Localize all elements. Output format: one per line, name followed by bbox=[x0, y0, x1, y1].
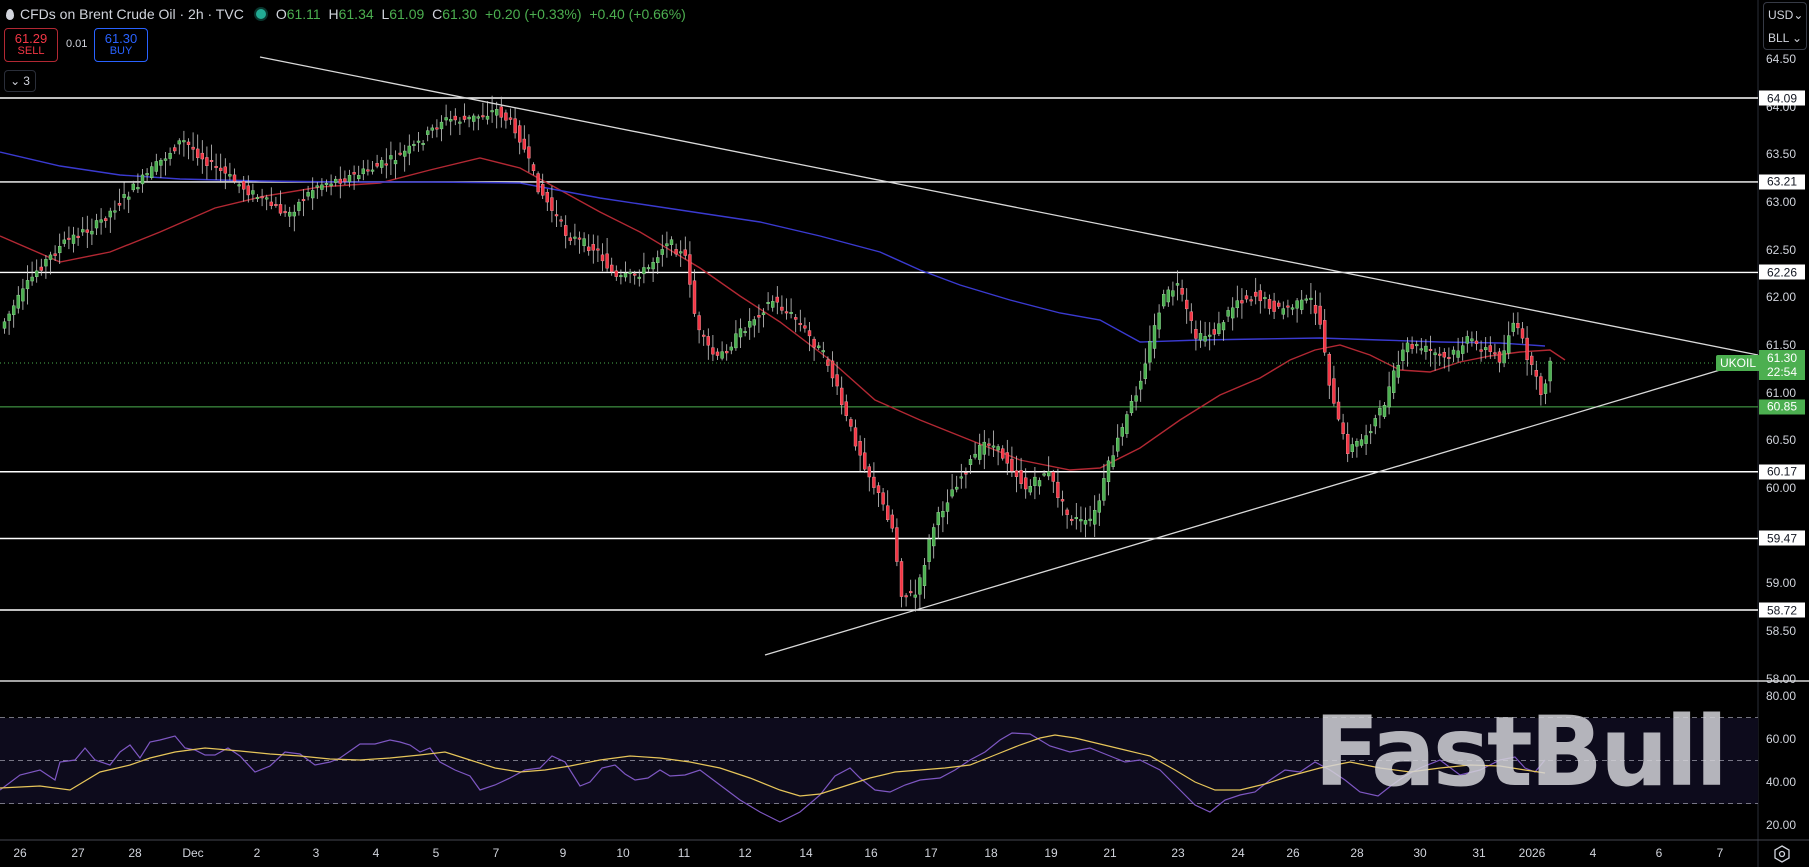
price-tick: 63.50 bbox=[1766, 147, 1797, 162]
level-price-tag: 60.17 bbox=[1759, 464, 1805, 480]
time-tick: 19 bbox=[1044, 846, 1058, 860]
time-tick: 2 bbox=[253, 846, 261, 860]
level-price-tag: 64.09 bbox=[1759, 90, 1805, 106]
level-price-tag: 60.85 bbox=[1759, 399, 1805, 415]
time-tick: 17 bbox=[924, 846, 938, 860]
ohlc-values: O61.11 H61.34 L61.09 C61.30 +0.20 (+0.33… bbox=[275, 6, 686, 22]
trendlines[interactable] bbox=[259, 56, 1759, 656]
buy-button[interactable]: 61.30 BUY bbox=[94, 28, 148, 62]
time-tick: 16 bbox=[864, 846, 878, 860]
time-tick: 21 bbox=[1103, 846, 1117, 860]
moving-averages bbox=[0, 151, 1566, 471]
time-tick: 23 bbox=[1171, 846, 1185, 860]
price-tick: 60.00 bbox=[1766, 480, 1797, 495]
rsi-tick: 80.00 bbox=[1766, 689, 1797, 703]
ascending-support-trendline[interactable] bbox=[764, 369, 1721, 656]
time-tick: 2026 bbox=[1518, 846, 1546, 860]
time-tick: 26 bbox=[1286, 846, 1300, 860]
unit-select[interactable]: BLL ⌄ bbox=[1768, 30, 1802, 45]
rsi-band-fill bbox=[0, 718, 1758, 804]
time-tick: 24 bbox=[1231, 846, 1245, 860]
ma-slow-line bbox=[0, 151, 1546, 347]
time-tick: 27 bbox=[71, 846, 85, 860]
oil-drop-icon bbox=[6, 8, 14, 20]
sell-button[interactable]: 61.29 SELL bbox=[4, 28, 58, 62]
time-tick: 31 bbox=[1472, 846, 1486, 860]
time-tick: 30 bbox=[1413, 846, 1427, 860]
chevron-down-icon: ⌄ bbox=[1793, 7, 1804, 22]
watermark-logo: FastBull bbox=[1314, 696, 1728, 808]
descending-resistance-trendline[interactable] bbox=[259, 56, 1759, 356]
unit-selector[interactable]: USD ⌄ BLL ⌄ bbox=[1763, 2, 1807, 50]
time-tick: Dec bbox=[182, 846, 204, 860]
indicators-collapse-button[interactable]: ⌄ 3 bbox=[4, 70, 36, 92]
chevron-down-icon: ⌄ bbox=[10, 74, 21, 88]
price-tick: 63.00 bbox=[1766, 194, 1797, 209]
ma-fast-line bbox=[0, 157, 1566, 471]
time-tick: 28 bbox=[1350, 846, 1364, 860]
chart-header: CFDs on Brent Crude Oil · 2h · TVC O61.1… bbox=[6, 4, 686, 24]
time-tick: 10 bbox=[616, 846, 630, 860]
level-price-tag: 59.47 bbox=[1759, 530, 1805, 546]
settings-gear-icon[interactable] bbox=[1773, 845, 1791, 863]
last-price-tag: 61.30 22:54 bbox=[1759, 350, 1805, 380]
symbol-title[interactable]: CFDs on Brent Crude Oil · 2h · TVC bbox=[20, 6, 244, 22]
currency-select[interactable]: USD ⌄ bbox=[1768, 7, 1804, 22]
level-price-tag: 62.26 bbox=[1759, 264, 1805, 280]
time-tick: 7 bbox=[1716, 846, 1724, 860]
symbol-tag: UKOIL bbox=[1716, 355, 1761, 371]
time-tick: 7 bbox=[492, 846, 500, 860]
rsi-line bbox=[0, 732, 1546, 823]
time-tick: 12 bbox=[738, 846, 752, 860]
price-tick: 60.50 bbox=[1766, 433, 1797, 448]
price-tick: 58.00 bbox=[1766, 671, 1797, 686]
time-tick: 14 bbox=[799, 846, 813, 860]
time-tick: 4 bbox=[372, 846, 380, 860]
price-tick: 62.00 bbox=[1766, 290, 1797, 305]
level-price-tag: 63.21 bbox=[1759, 174, 1805, 190]
price-tick: 62.50 bbox=[1766, 242, 1797, 257]
time-tick: 18 bbox=[984, 846, 998, 860]
time-tick: 5 bbox=[432, 846, 440, 860]
time-tick: 3 bbox=[312, 846, 320, 860]
price-tick: 58.50 bbox=[1766, 623, 1797, 638]
rsi-tick: 60.00 bbox=[1766, 732, 1797, 746]
candles bbox=[2, 95, 1552, 612]
time-tick: 28 bbox=[128, 846, 142, 860]
time-tick: 11 bbox=[677, 846, 691, 860]
price-tick: 59.00 bbox=[1766, 576, 1797, 591]
time-tick: 26 bbox=[13, 846, 27, 860]
horizontal-levels[interactable] bbox=[0, 97, 1758, 611]
time-tick: 9 bbox=[559, 846, 567, 860]
level-price-tag: 58.72 bbox=[1759, 602, 1805, 618]
rsi-ma-line bbox=[0, 734, 1546, 797]
spread-value: 0.01 bbox=[66, 38, 88, 50]
price-tick: 64.50 bbox=[1766, 51, 1797, 66]
time-tick: 6 bbox=[1655, 846, 1663, 860]
rsi-tick: 40.00 bbox=[1766, 775, 1797, 789]
time-tick: 4 bbox=[1589, 846, 1597, 860]
price-tick: 61.00 bbox=[1766, 385, 1797, 400]
market-status-icon bbox=[255, 9, 266, 19]
rsi-tick: 20.00 bbox=[1766, 818, 1797, 832]
rsi-lines bbox=[0, 732, 1546, 823]
price-tick: 61.50 bbox=[1766, 337, 1797, 352]
chevron-down-icon: ⌄ bbox=[1791, 30, 1802, 45]
